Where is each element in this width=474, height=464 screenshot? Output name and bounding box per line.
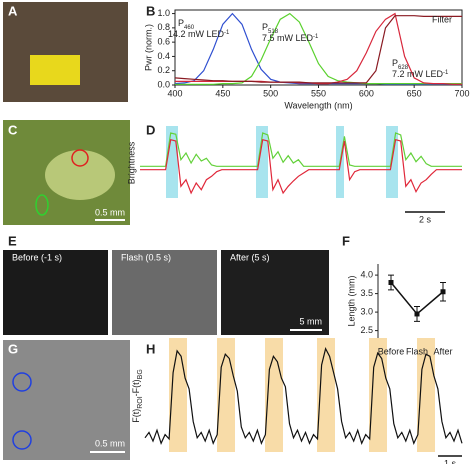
y-tick-label: 0.4: [157, 51, 170, 61]
photo-a: [3, 2, 128, 102]
annotation: P628: [392, 58, 409, 70]
panel-label: D: [146, 122, 155, 137]
annotation-power: 7.5 mW LED: [262, 33, 314, 43]
scale-label: 2 s: [419, 214, 432, 224]
scale-label: 0.5 mm: [95, 438, 125, 448]
y-tick-label: 2.5: [360, 325, 373, 335]
annotation-superscript: -1: [443, 70, 449, 76]
y-tick-label: 3.5: [360, 288, 373, 298]
photo-label: Before (-1 s): [12, 252, 62, 262]
series-line: [140, 132, 462, 167]
series-line: [175, 12, 462, 85]
photo-a-detail: [30, 55, 80, 85]
roi-green: [35, 194, 49, 216]
panel-label: A: [8, 3, 18, 18]
annotation-power: 7.2 mW LED: [392, 69, 444, 79]
annotation-symbol: P: [262, 22, 268, 32]
series-line: [144, 347, 463, 445]
scale-label: 5 mm: [300, 316, 323, 326]
photo-e-before: [3, 250, 108, 335]
annotation-power: 14.2 mW LED: [168, 29, 225, 39]
x-tick-label: 450: [215, 88, 230, 98]
y-axis-title: Brightness: [126, 141, 136, 184]
series-line: [140, 138, 462, 195]
scale-label: 1 s: [444, 458, 457, 464]
series-line: [175, 12, 462, 85]
x-tick-label: 550: [311, 88, 326, 98]
roi-blue: [12, 430, 32, 450]
annotation-symbol: P: [178, 18, 184, 28]
x-tick-label: 400: [167, 88, 182, 98]
y-axis-title-part: -F(t): [131, 379, 141, 396]
y-axis-title-part: ROI: [137, 396, 144, 409]
annotation: P460: [178, 18, 195, 30]
annotation: 7.5 mW LED-1: [262, 33, 319, 43]
flash-shading: [169, 338, 435, 452]
y-axis-title: Pwr (norm.): [143, 24, 153, 71]
y-tick-label: 4.0: [360, 269, 373, 279]
y-tick-label: 0.6: [157, 37, 170, 47]
x-tick-label: After: [433, 346, 452, 356]
annotation: Filter: [432, 14, 452, 24]
y-tick-label: 0.2: [157, 65, 170, 75]
x-tick-label: 500: [263, 88, 278, 98]
y-tick-label: 0.8: [157, 22, 170, 32]
y-axis-title: Length (mm): [346, 275, 356, 326]
photo-e-after: [221, 250, 329, 335]
y-axis-title-part: BG: [137, 369, 144, 379]
series-line: [174, 15, 462, 84]
y-axis-title-part: F(t): [131, 409, 141, 423]
photo-label: After (5 s): [230, 252, 270, 262]
x-tick-label: Before: [378, 346, 405, 356]
y-tick-label: 3.0: [360, 306, 373, 316]
panel-label: B: [146, 3, 155, 18]
annotation-superscript: -1: [313, 34, 319, 40]
flash-shading: [166, 126, 398, 198]
y-tick-label: 0.0: [157, 79, 170, 89]
y-tick-label: 1.0: [157, 8, 170, 18]
mean-marker: [414, 311, 420, 317]
x-tick-label: Flash: [406, 346, 428, 356]
annotation: P518: [262, 22, 279, 34]
panel-label: H: [146, 341, 155, 356]
annotation: 14.2 mW LED-1: [168, 29, 230, 39]
y-axis-title: F(t)ROI-F(t)BG: [131, 369, 144, 423]
annotation-superscript: -1: [224, 30, 230, 36]
panel-label: G: [8, 341, 18, 356]
x-tick-label: 600: [359, 88, 374, 98]
panel-label: F: [342, 233, 350, 248]
mean-marker: [388, 280, 394, 285]
photo-e-flash: [112, 250, 217, 335]
annotation-subscript: 460: [184, 25, 195, 31]
annotation-subscript: 628: [398, 65, 409, 71]
x-axis-title: Wavelength (nm): [284, 100, 352, 110]
x-tick-label: 700: [454, 88, 469, 98]
annotation-symbol: P: [392, 58, 398, 68]
panel-label: C: [8, 122, 18, 137]
panel-label: E: [8, 233, 17, 248]
roi-blue: [12, 372, 32, 392]
photo-c-larva: [45, 150, 115, 200]
scale-label: 0.5 mm: [95, 207, 125, 217]
mean-marker: [440, 289, 446, 295]
x-tick-label: 650: [407, 88, 422, 98]
photo-label: Flash (0.5 s): [121, 252, 171, 262]
photo-g: [3, 340, 130, 460]
annotation: 7.2 mW LED-1: [392, 69, 449, 79]
annotation-subscript: 518: [268, 29, 279, 35]
roi-red: [71, 149, 89, 167]
